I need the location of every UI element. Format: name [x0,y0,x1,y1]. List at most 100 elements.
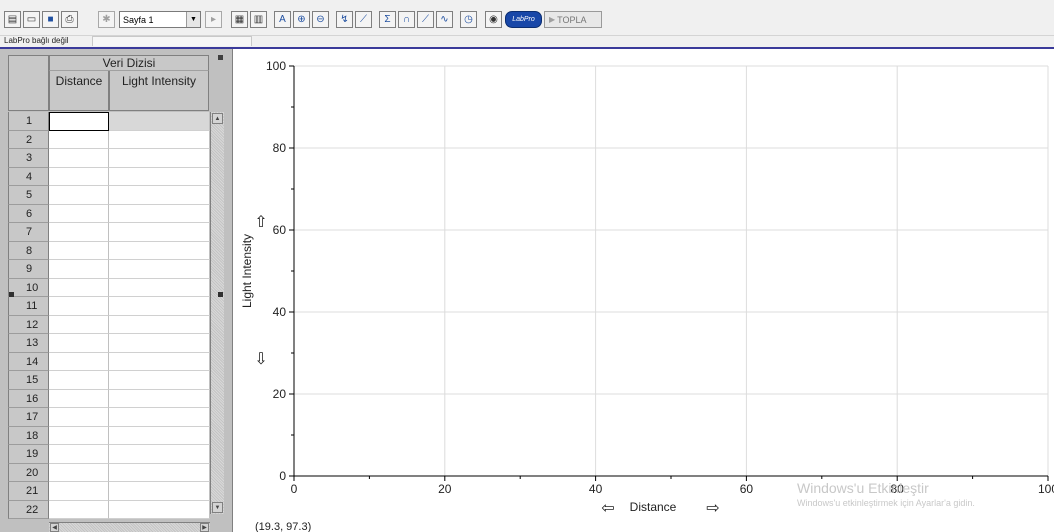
distance-cell[interactable] [49,112,109,131]
scroll-down-icon[interactable]: ▼ [212,502,223,513]
distance-cell[interactable] [49,463,109,482]
light-intensity-cell[interactable] [109,334,210,353]
graph-window[interactable]: 0 20 40 60 80 100 0 20 40 60 80 100 Distance Light In… [232,49,1054,532]
light-intensity-cell[interactable] [109,371,210,390]
light-intensity-cell[interactable] [109,112,210,131]
column-header-distance[interactable]: Distance [49,71,109,111]
distance-cell[interactable] [49,334,109,353]
tangent-icon[interactable]: ⟋ [355,11,372,28]
distance-cell[interactable] [49,186,109,205]
zoom-out-icon[interactable]: ⊖ [312,11,329,28]
light-intensity-cell[interactable] [109,463,210,482]
graph-plot[interactable]: 0 20 40 60 80 100 0 20 40 60 80 100 Distance Light In… [233,49,1054,532]
new-file-icon[interactable]: ▤ [4,11,21,28]
print-icon[interactable]: ⎙ [61,11,78,28]
light-intensity-cell[interactable] [109,500,210,519]
distance-cell[interactable] [49,204,109,223]
distance-cell[interactable] [49,278,109,297]
arrow-up-icon: ⇧ [254,212,267,231]
light-intensity-cell[interactable] [109,297,210,316]
y-tick-label: 100 [266,59,286,73]
table-row: 17 [8,408,210,427]
row-number: 2 [8,130,49,149]
table-row: 6 [8,204,210,223]
menu-strip [0,0,1054,4]
light-intensity-cell[interactable] [109,482,210,501]
scroll-up-icon[interactable]: ▲ [212,113,223,124]
resize-handle[interactable] [218,292,223,297]
meter-window-icon[interactable]: ▥ [250,11,267,28]
light-intensity-cell[interactable] [109,223,210,242]
next-page-icon[interactable]: ▸ [205,11,222,28]
row-number: 10 [8,278,49,297]
distance-cell[interactable] [49,500,109,519]
linear-fit-icon[interactable]: ⟋ [417,11,434,28]
collect-button[interactable]: ▶ TOPLA [544,11,602,28]
resize-handle[interactable] [9,292,14,297]
table-row: 12 [8,315,210,334]
distance-cell[interactable] [49,482,109,501]
distance-cell[interactable] [49,223,109,242]
scroll-right-icon[interactable]: ▶ [200,523,209,532]
zoom-in-icon[interactable]: ⊕ [293,11,310,28]
distance-cell[interactable] [49,260,109,279]
save-icon[interactable]: ■ [42,11,59,28]
table-row: 20 [8,463,210,482]
integral-icon[interactable]: ∿ [436,11,453,28]
row-number: 3 [8,149,49,168]
light-intensity-cell[interactable] [109,408,210,427]
distance-cell[interactable] [49,315,109,334]
light-intensity-cell[interactable] [109,204,210,223]
row-number: 15 [8,371,49,390]
distance-cell[interactable] [49,426,109,445]
distance-cell[interactable] [49,389,109,408]
page-selector[interactable]: Sayfa 1 ▼ [119,11,201,28]
light-intensity-cell[interactable] [109,315,210,334]
scroll-left-icon[interactable]: ◀ [50,523,59,532]
chevron-down-icon[interactable]: ▼ [186,12,200,27]
statistics-icon[interactable]: Σ [379,11,396,28]
distance-cell[interactable] [49,297,109,316]
light-intensity-cell[interactable] [109,389,210,408]
table-row: 11 [8,297,210,316]
distance-cell[interactable] [49,371,109,390]
light-intensity-cell[interactable] [109,167,210,186]
light-intensity-cell[interactable] [109,278,210,297]
table-window-icon[interactable]: ▦ [231,11,248,28]
vertical-scrollbar[interactable]: ▲ ▼ [210,112,224,514]
light-intensity-cell[interactable] [109,426,210,445]
distance-cell[interactable] [49,408,109,427]
distance-cell[interactable] [49,167,109,186]
y-tick-label: 80 [273,141,287,155]
distance-cell[interactable] [49,352,109,371]
distance-cell[interactable] [49,241,109,260]
page-properties-icon[interactable]: ✱ [98,11,115,28]
status-bar: LabPro bağlı değil [0,36,1054,48]
data-table-panel: Veri Dizisi Distance Light Intensity 1 2… [0,49,232,532]
coordinate-readout: (19.3, 97.3) [255,521,312,532]
light-intensity-cell[interactable] [109,445,210,464]
light-intensity-cell[interactable] [109,352,210,371]
resize-handle[interactable] [218,55,223,60]
labpro-button[interactable]: LabPro [505,11,542,28]
examine-icon[interactable]: ↯ [336,11,353,28]
x-tick-label: 40 [589,482,603,496]
open-folder-icon[interactable]: ▭ [23,11,40,28]
interface-icon[interactable]: ◉ [485,11,502,28]
light-intensity-cell[interactable] [109,241,210,260]
toolbar: ▤ ▭ ■ ⎙ ✱ Sayfa 1 ▼ ▸ ▦ ▥ A ⊕ ⊖ ↯ ⟋ Σ ∩ … [0,0,1054,36]
column-header-light-intensity[interactable]: Light Intensity [109,71,209,111]
table-row: 16 [8,389,210,408]
autoscale-icon[interactable]: A [274,11,291,28]
distance-cell[interactable] [49,130,109,149]
data-collection-icon[interactable]: ◷ [460,11,477,28]
light-intensity-cell[interactable] [109,149,210,168]
curve-fit-icon[interactable]: ∩ [398,11,415,28]
light-intensity-cell[interactable] [109,260,210,279]
distance-cell[interactable] [49,149,109,168]
light-intensity-cell[interactable] [109,186,210,205]
light-intensity-cell[interactable] [109,130,210,149]
distance-cell[interactable] [49,445,109,464]
horizontal-scrollbar[interactable]: ◀ ▶ [49,522,210,532]
table-row: 14 [8,352,210,371]
